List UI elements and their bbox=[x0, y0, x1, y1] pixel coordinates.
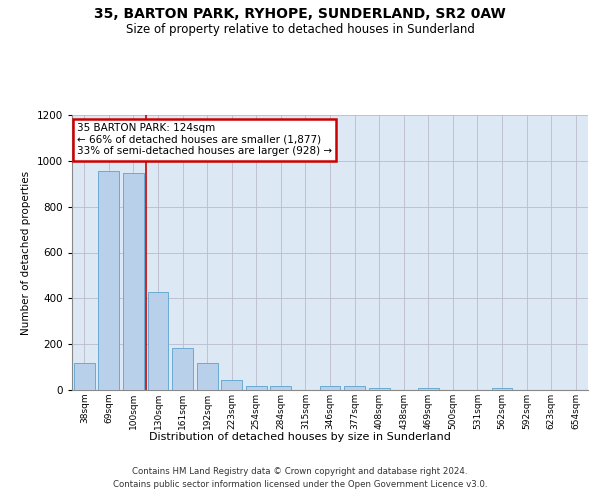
Text: 35 BARTON PARK: 124sqm
← 66% of detached houses are smaller (1,877)
33% of semi-: 35 BARTON PARK: 124sqm ← 66% of detached… bbox=[77, 123, 332, 156]
Bar bbox=[148, 292, 169, 390]
Text: Contains HM Land Registry data © Crown copyright and database right 2024.: Contains HM Land Registry data © Crown c… bbox=[132, 468, 468, 476]
Text: Size of property relative to detached houses in Sunderland: Size of property relative to detached ho… bbox=[125, 22, 475, 36]
Bar bbox=[123, 173, 144, 390]
Bar bbox=[344, 386, 365, 390]
Bar bbox=[418, 388, 439, 390]
Bar bbox=[221, 380, 242, 390]
Text: 35, BARTON PARK, RYHOPE, SUNDERLAND, SR2 0AW: 35, BARTON PARK, RYHOPE, SUNDERLAND, SR2… bbox=[94, 8, 506, 22]
Bar bbox=[98, 171, 119, 390]
Text: Contains public sector information licensed under the Open Government Licence v3: Contains public sector information licen… bbox=[113, 480, 487, 489]
Y-axis label: Number of detached properties: Number of detached properties bbox=[21, 170, 31, 334]
Text: Distribution of detached houses by size in Sunderland: Distribution of detached houses by size … bbox=[149, 432, 451, 442]
Bar bbox=[74, 362, 95, 390]
Bar bbox=[172, 348, 193, 390]
Bar bbox=[246, 386, 267, 390]
Bar bbox=[271, 386, 292, 390]
Bar bbox=[368, 388, 389, 390]
Bar bbox=[320, 386, 340, 390]
Bar bbox=[491, 388, 512, 390]
Bar bbox=[197, 362, 218, 390]
